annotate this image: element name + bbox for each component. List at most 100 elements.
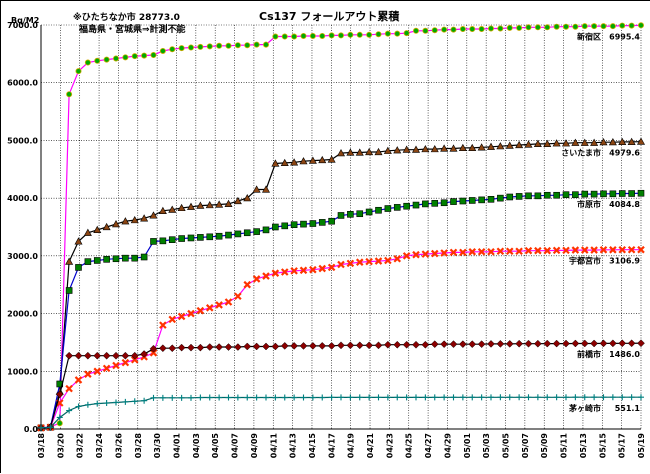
data-point [280,268,289,276]
series-5 [38,394,644,431]
data-point [103,56,110,63]
data-point [261,185,271,193]
data-point [459,26,466,33]
data-point [272,223,279,231]
data-point [374,147,383,156]
data-point [215,232,223,240]
x-tick-label: 04/27 [424,433,433,458]
data-point [262,272,270,280]
axes [40,25,641,430]
series-label-value: 551.1 [615,404,641,413]
data-point [290,342,298,350]
data-point [188,394,194,401]
data-point [206,43,213,50]
data-point [563,23,570,30]
data-point [590,339,598,348]
data-point [618,245,627,254]
data-point [515,247,523,256]
data-point [327,342,336,350]
data-point [186,202,196,210]
series-1 [36,137,646,431]
data-point [525,394,532,401]
data-point [638,22,645,29]
data-point [328,394,335,401]
data-point [561,139,571,147]
x-tick-label: 05/07 [521,433,530,458]
data-point [487,195,495,203]
data-point [84,351,92,360]
data-point [431,200,439,207]
data-point [402,252,411,260]
data-point [563,394,569,401]
data-point [234,292,242,301]
data-point [478,394,485,401]
data-point [103,400,110,407]
series-4 [37,339,645,432]
data-point [112,255,120,263]
data-point [422,394,429,401]
data-point [477,248,486,256]
data-point [168,236,176,243]
data-point [477,143,486,151]
data-point [468,248,477,256]
x-tick-label: 04/03 [192,433,201,458]
data-point [122,54,129,61]
data-point [337,212,345,219]
data-point [346,341,355,350]
y-tick-label: 2000.0 [7,310,38,319]
data-point [365,147,374,156]
data-point [177,343,186,352]
data-point [469,394,476,401]
data-point [327,155,336,163]
data-point [336,149,346,157]
x-tick-label: 04/01 [172,433,181,459]
data-point [347,394,354,401]
data-point [618,339,627,348]
data-point [271,342,280,351]
y-tick-label: 5000.0 [7,136,38,145]
data-point [243,194,252,202]
data-point [131,53,138,60]
data-point [421,340,430,349]
data-point [515,193,523,200]
data-point [487,25,494,32]
data-point [459,340,467,349]
data-point [533,139,542,147]
y-tick-label: 6000.0 [7,79,38,88]
data-point [497,194,504,202]
data-point [366,394,373,401]
x-tick-label: 04/07 [231,433,240,458]
data-point [450,198,457,205]
x-tick-label: 03/22 [76,433,85,458]
x-tick-label: 04/21 [366,433,375,459]
chart-title: Cs137 フォールアウト累積 [259,9,400,23]
data-point [469,26,476,33]
data-point [402,340,411,349]
data-point [65,384,73,393]
data-point [131,398,138,405]
data-point [102,351,111,360]
data-point [290,267,298,275]
data-point [449,144,458,152]
data-point [337,32,344,39]
data-point [130,215,139,224]
data-point [552,246,561,255]
data-point [121,217,130,225]
series-label-value: 4979.6 [609,149,640,158]
data-point [158,206,167,214]
series-0 [38,22,645,431]
data-point [609,23,616,30]
data-point [140,350,148,358]
data-point [300,32,307,39]
y-tick-label: 4000.0 [7,194,38,203]
data-point [525,192,532,200]
data-point [112,361,120,370]
x-tick-label: 05/03 [482,433,491,458]
data-point [291,33,298,40]
data-point [84,401,91,408]
data-point [75,403,82,410]
data-point [178,45,185,52]
labels-group: 0.0 1000.0 2000.0 3000.0 4000.0 5000.0 6000.0 7… [7,21,646,458]
